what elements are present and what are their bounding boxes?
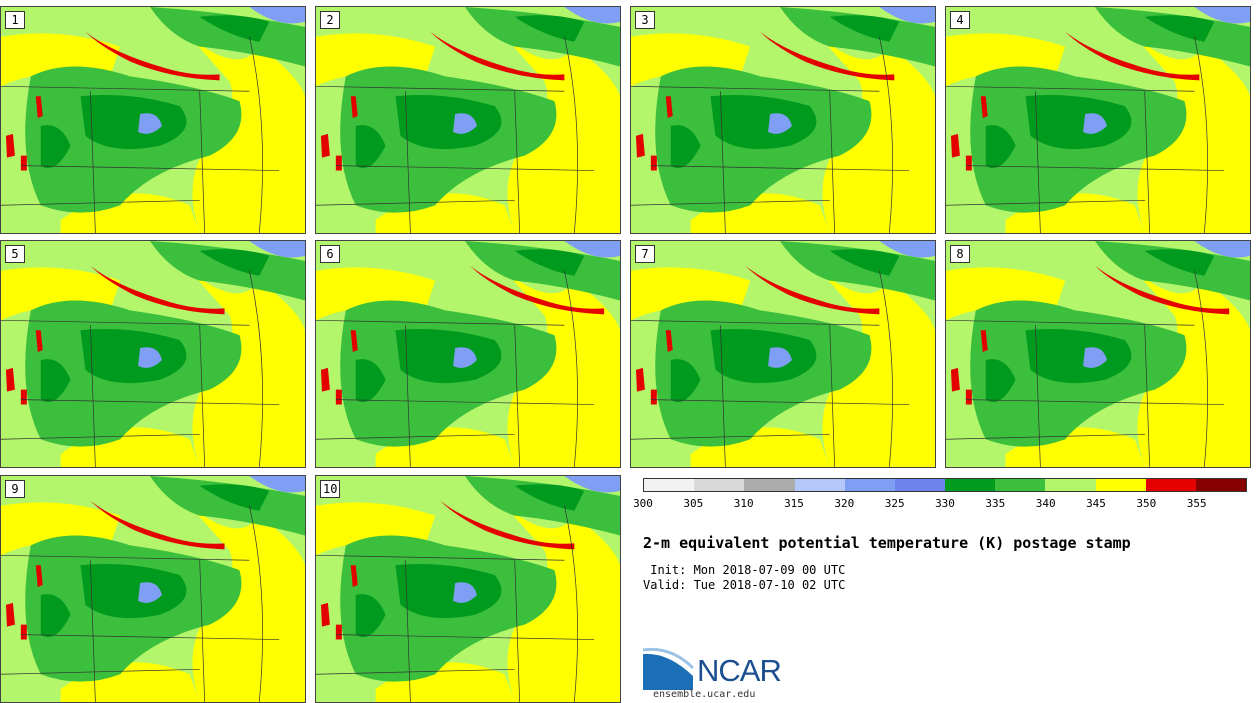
- colorbar-swatch: [744, 479, 795, 491]
- colorbar-swatch: [894, 479, 946, 491]
- stamp-panel-4: 4: [945, 6, 1251, 234]
- colorbar-tick-label: 350: [1136, 497, 1157, 510]
- map-field: [316, 241, 620, 467]
- panel-number: 6: [320, 245, 340, 263]
- logo-text: NCAR: [697, 653, 782, 688]
- site-url: ensemble.ucar.edu: [653, 689, 756, 700]
- stamp-panel-5: 5: [0, 240, 306, 468]
- colorbar: [643, 478, 1247, 492]
- colorbar-tick-label: 355: [1186, 497, 1207, 510]
- stamp-panel-7: 7: [630, 240, 936, 468]
- panel-number: 9: [5, 480, 25, 498]
- stamp-panel-1: 1: [0, 6, 306, 234]
- map-field: [946, 7, 1250, 233]
- colorbar-swatch: [1195, 479, 1247, 491]
- map-field: [316, 476, 620, 702]
- colorbar-tick-label: 315: [784, 497, 804, 510]
- panel-number: 3: [635, 11, 655, 29]
- colorbar-tick-label: 340: [1035, 497, 1056, 510]
- colorbar-swatch: [694, 479, 745, 491]
- colorbar-swatch: [945, 479, 996, 491]
- colorbar-tick-label: 310: [733, 497, 754, 510]
- map-field: [1, 476, 305, 702]
- stamp-panel-6: 6: [315, 240, 621, 468]
- colorbar-tick-label: 345: [1086, 497, 1106, 510]
- colorbar-tick-label: 330: [935, 497, 955, 510]
- colorbar-swatch: [1045, 479, 1096, 491]
- map-field: [631, 241, 935, 467]
- stamp-panel-10: 10: [315, 475, 621, 703]
- colorbar-tick-label: 305: [683, 497, 704, 510]
- panel-number: 10: [320, 480, 341, 498]
- chart-title: 2-m equivalent potential temperature (K)…: [643, 534, 1131, 552]
- stamp-panel-2: 2: [315, 6, 621, 234]
- colorbar-tick-label: 300: [633, 497, 653, 510]
- stamp-panel-9: 9: [0, 475, 306, 703]
- init-time: Init: Mon 2018-07-09 00 UTC: [643, 563, 846, 577]
- colorbar-tick-label: 335: [985, 497, 1006, 510]
- colorbar-swatch: [844, 479, 895, 491]
- panel-number: 8: [950, 245, 970, 263]
- stamp-panel-3: 3: [630, 6, 936, 234]
- valid-time: Valid: Tue 2018-07-10 02 UTC: [643, 578, 846, 592]
- colorbar-swatch: [1095, 479, 1146, 491]
- map-field: [1, 7, 305, 233]
- colorbar-swatch: [1145, 479, 1196, 491]
- colorbar-tick-label: 325: [884, 497, 905, 510]
- colorbar-swatch: [794, 479, 845, 491]
- map-field: [946, 241, 1250, 467]
- map-field: [1, 241, 305, 467]
- panel-number: 4: [950, 11, 970, 29]
- panel-number: 7: [635, 245, 655, 263]
- stamp-panel-8: 8: [945, 240, 1251, 468]
- colorbar-labels: 300 305 310 315 320 325 330 335 340 345 350 355: [633, 497, 1247, 511]
- map-field: [316, 7, 620, 233]
- colorbar-swatch: [644, 479, 695, 491]
- panel-number: 2: [320, 11, 340, 29]
- panel-number: 1: [5, 11, 25, 29]
- map-field: [631, 7, 935, 233]
- colorbar-tick-label: 320: [834, 497, 855, 510]
- colorbar-swatch: [995, 479, 1046, 491]
- panel-number: 5: [5, 245, 25, 263]
- ncar-logo-icon: [643, 647, 695, 690]
